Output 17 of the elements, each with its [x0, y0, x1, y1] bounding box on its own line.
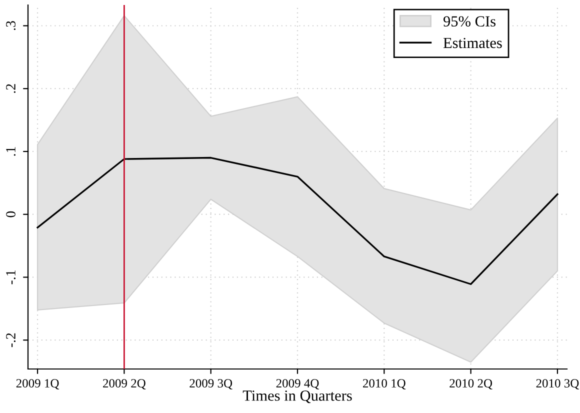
line-series	[36, 156, 558, 285]
x-tick-label: 2009 2Q	[103, 379, 146, 390]
y-tick-label: .2	[6, 84, 16, 93]
x-tick-label: 2009 1Q	[16, 379, 60, 390]
x-tick-label: 2009 4Q	[276, 379, 319, 390]
x-tick-label: 2010 2Q	[450, 379, 492, 390]
y-tick-label: -.2	[6, 333, 16, 348]
x-tick-label: 2009 3Q	[190, 379, 232, 390]
annotation: 95% CIs	[443, 16, 496, 27]
x-tick-label: 2010 1Q	[363, 379, 406, 390]
legend-label: Estimates	[443, 38, 502, 48]
x-axis-title: Times in Quarters	[242, 390, 352, 404]
y-tick-label: -.1	[6, 270, 16, 284]
y-tick-label: .1	[6, 147, 16, 156]
y-tick-label: 0	[6, 211, 16, 218]
y-tick-label: .3	[6, 21, 16, 30]
x-tick-label: 2010 3Q	[536, 379, 579, 390]
